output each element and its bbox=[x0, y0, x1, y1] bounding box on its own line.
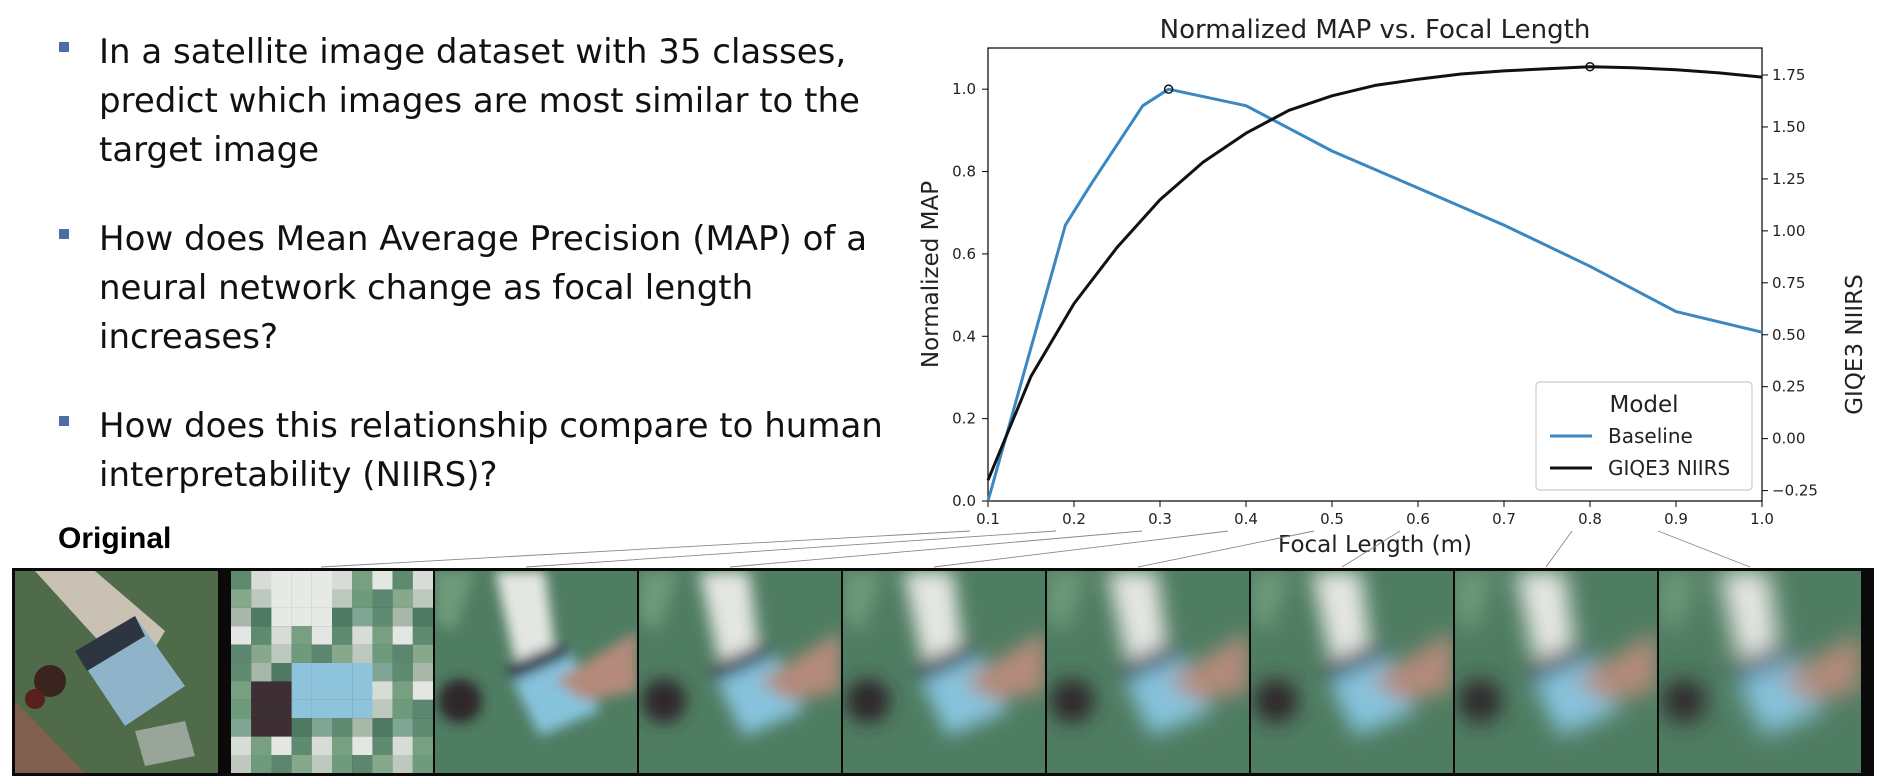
legend-box bbox=[1535, 381, 1753, 491]
plot-frame bbox=[987, 47, 1763, 502]
original-thumbnail bbox=[15, 571, 218, 773]
connector-line bbox=[1545, 530, 1573, 568]
x-tick-label: 0.3 bbox=[1148, 510, 1172, 528]
connector-line bbox=[525, 530, 1057, 568]
y2-tick-label: 1.75 bbox=[1772, 66, 1805, 84]
x-tick-label: 0.7 bbox=[1492, 510, 1516, 528]
connector-line bbox=[1657, 530, 1751, 568]
bullet-marker bbox=[59, 416, 69, 426]
x-tick-label: 0.8 bbox=[1578, 510, 1602, 528]
series-marker bbox=[1163, 84, 1174, 94]
degraded-thumbnail bbox=[1455, 571, 1657, 773]
x-tick-label: 1.0 bbox=[1750, 510, 1774, 528]
y2-tick-label: −0.25 bbox=[1772, 482, 1818, 500]
connector-line bbox=[729, 530, 1143, 568]
x-tick-label: 0.9 bbox=[1664, 510, 1688, 528]
x-axis-label: Focal Length (m) bbox=[1278, 532, 1472, 558]
y2-tick-label: 1.25 bbox=[1772, 170, 1805, 188]
y2-tick-label: 1.50 bbox=[1772, 118, 1805, 136]
x-tick-label: 0.4 bbox=[1234, 510, 1258, 528]
degraded-thumbnail bbox=[843, 571, 1045, 773]
y-tick-label: 0.4 bbox=[952, 327, 976, 345]
y2-tick-label: 0.75 bbox=[1772, 274, 1805, 292]
y2-tick-label: 1.00 bbox=[1772, 222, 1805, 240]
x-tick-label: 0.1 bbox=[976, 510, 1000, 528]
y-tick-label: 0.0 bbox=[952, 492, 976, 510]
legend-entry: Baseline bbox=[1608, 424, 1693, 448]
degraded-thumbnail bbox=[1659, 571, 1861, 773]
bullet-item: How does Mean Average Precision (MAP) of… bbox=[55, 215, 885, 362]
y-tick-label: 1.0 bbox=[952, 80, 976, 98]
bullet-text: In a satellite image dataset with 35 cla… bbox=[99, 32, 860, 170]
y2-tick-label: 0.00 bbox=[1772, 430, 1805, 448]
y-tick-label: 0.8 bbox=[952, 163, 976, 181]
bullet-text: How does Mean Average Precision (MAP) of… bbox=[99, 219, 868, 357]
bullet-marker bbox=[59, 229, 69, 239]
degraded-thumbnail bbox=[1251, 571, 1453, 773]
connector-line bbox=[1137, 530, 1315, 568]
legend-title: Model bbox=[1609, 392, 1678, 418]
y-axis-label: Normalized MAP bbox=[918, 181, 944, 368]
bullet-item: How does this relationship compare to hu… bbox=[55, 402, 885, 500]
degraded-thumbnail bbox=[231, 571, 433, 773]
degraded-thumbnail bbox=[435, 571, 637, 773]
chart-title: Normalized MAP vs. Focal Length bbox=[1160, 15, 1591, 45]
connector-line bbox=[1341, 530, 1401, 568]
y-tick-label: 0.6 bbox=[952, 245, 976, 263]
x-tick-label: 0.5 bbox=[1320, 510, 1344, 528]
bullet-list: In a satellite image dataset with 35 cla… bbox=[55, 28, 885, 540]
bullet-marker bbox=[59, 42, 69, 52]
connector-line bbox=[320, 530, 971, 568]
connector-line bbox=[933, 530, 1229, 568]
image-strip bbox=[12, 568, 1874, 776]
degraded-thumbnail bbox=[639, 571, 841, 773]
x-tick-label: 0.2 bbox=[1062, 510, 1086, 528]
series-marker bbox=[1585, 61, 1595, 72]
series-line bbox=[986, 65, 1763, 481]
y2-tick-label: 0.25 bbox=[1772, 378, 1805, 396]
original-label: Original bbox=[58, 522, 172, 555]
series-line bbox=[986, 87, 1763, 502]
bullet-item: In a satellite image dataset with 35 cla… bbox=[55, 28, 885, 175]
bullet-text: How does this relationship compare to hu… bbox=[99, 406, 883, 495]
legend-entry: GIQE3 NIIRS bbox=[1608, 456, 1730, 480]
y2-tick-label: 0.50 bbox=[1772, 326, 1805, 344]
x-tick-label: 0.6 bbox=[1406, 510, 1430, 528]
degraded-thumbnail bbox=[1047, 571, 1249, 773]
y-tick-label: 0.2 bbox=[952, 410, 976, 428]
y2-axis-label: GIQE3 NIIRS bbox=[1842, 274, 1868, 415]
